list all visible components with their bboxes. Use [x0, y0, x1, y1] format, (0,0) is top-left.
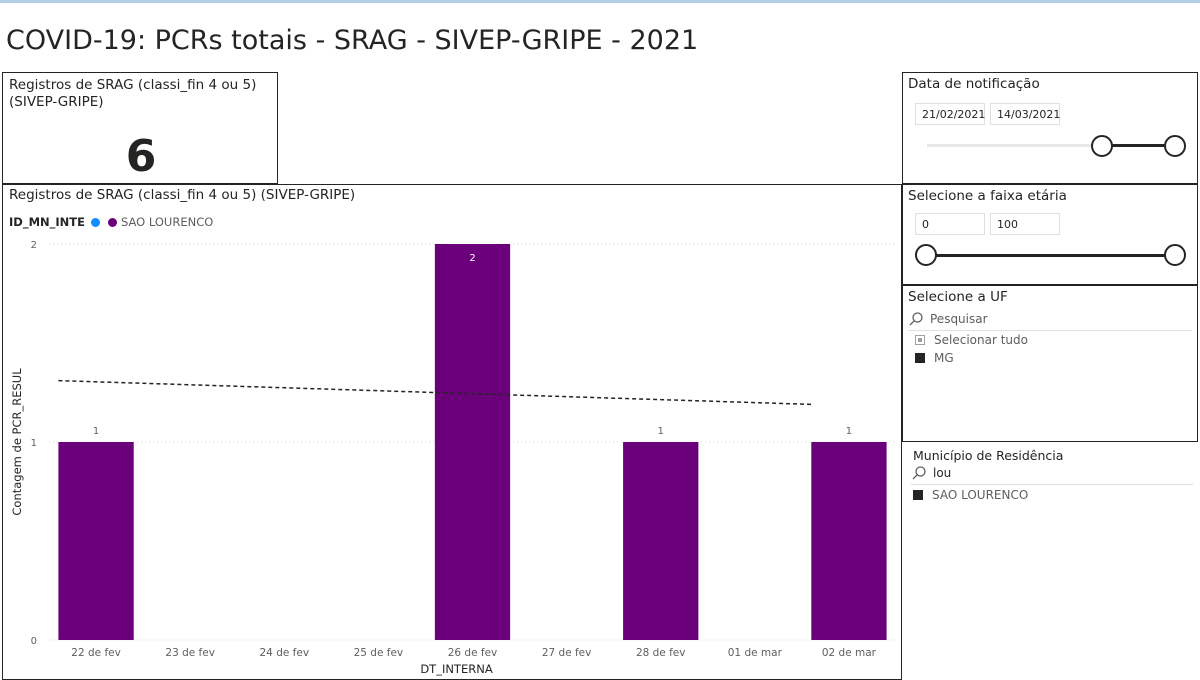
x-tick-label: 22 de fev: [71, 647, 121, 659]
date-range-track[interactable]: [927, 144, 1175, 147]
legend-label: SAO LOURENCO: [121, 215, 214, 229]
data-label: 1: [658, 426, 664, 437]
uf-search-input[interactable]: Pesquisar: [908, 311, 1192, 331]
municipio-slicer-title: Município de Residência: [913, 448, 1064, 463]
bar: [58, 442, 134, 640]
bar: [623, 442, 699, 640]
legend-item-sao-lourenco[interactable]: SAO LOURENCO: [108, 215, 213, 229]
bar-chart-panel[interactable]: Registros de SRAG (classi_fin 4 ou 5) (S…: [2, 184, 902, 680]
chart-plot: 0 1 2 Contagem de PCR_RESUL 1 2 1 1 22 de fev 23 …: [10, 240, 896, 676]
uf-mg-checkbox[interactable]: [915, 353, 925, 363]
x-tick-label: 02 de mar: [822, 647, 877, 659]
date-range-fill: [1101, 144, 1175, 147]
age-max-handle[interactable]: [1164, 244, 1186, 266]
bar: [434, 244, 511, 640]
select-all-label: Selecionar tudo: [934, 333, 1028, 347]
data-label: 1: [93, 426, 99, 437]
x-tick-label: 25 de fev: [354, 647, 404, 659]
data-label: 2: [469, 253, 475, 264]
start-date-input[interactable]: 21/02/2021: [915, 103, 985, 125]
age-slicer: Selecione a faixa etária 0 100: [902, 184, 1198, 285]
date-start-handle[interactable]: [1091, 135, 1113, 157]
uf-item-label: MG: [934, 351, 954, 365]
uf-item-mg[interactable]: MG: [915, 351, 954, 365]
age-slicer-title: Selecione a faixa etária: [908, 188, 1067, 204]
data-label: 1: [846, 426, 852, 437]
date-slicer-title: Data de notificação: [908, 76, 1040, 92]
y-tick-label: 2: [31, 240, 37, 251]
select-all-checkbox[interactable]: [915, 335, 925, 345]
chart-title: Registros de SRAG (classi_fin 4 ou 5) (S…: [9, 187, 356, 203]
x-axis-label: DT_INTERNA: [420, 662, 493, 676]
y-axis-label: Contagem de PCR_RESUL: [10, 368, 24, 516]
uf-search-placeholder: Pesquisar: [930, 312, 988, 326]
uf-slicer-title: Selecione a UF: [908, 289, 1008, 305]
legend-title: ID_MN_INTE: [9, 215, 85, 229]
municipio-item-label: SAO LOURENCO: [932, 488, 1029, 502]
chart-legend: ID_MN_INTE SAO LOURENCO: [9, 215, 217, 229]
municipio-search-input[interactable]: lou: [911, 465, 1193, 485]
y-tick-label: 1: [31, 438, 37, 449]
municipio-item-sao-lourenco[interactable]: SAO LOURENCO: [913, 488, 1028, 502]
x-tick-label: 23 de fev: [165, 647, 215, 659]
search-icon: [909, 312, 923, 326]
x-tick-label: 26 de fev: [448, 647, 498, 659]
search-icon: [912, 466, 926, 480]
legend-item-blank[interactable]: [91, 217, 104, 227]
page-title: COVID-19: PCRs totais - SRAG - SIVEP-GRI…: [6, 25, 699, 56]
x-tick-label: 24 de fev: [260, 647, 310, 659]
age-min-input[interactable]: 0: [915, 213, 985, 235]
municipio-checkbox[interactable]: [913, 490, 923, 500]
select-all-item[interactable]: Selecionar tudo: [915, 333, 1028, 347]
kpi-value: 6: [125, 131, 157, 182]
municipio-search-value: lou: [933, 466, 952, 480]
age-max-input[interactable]: 100: [990, 213, 1060, 235]
date-end-handle[interactable]: [1164, 135, 1186, 157]
legend-dot-icon: [108, 217, 117, 227]
kpi-title: Registros de SRAG (classi_fin 4 ou 5) (S…: [9, 77, 257, 110]
uf-slicer: Selecione a UF Pesquisar Selecionar tudo…: [902, 285, 1198, 442]
legend-dot-icon: [91, 217, 100, 227]
kpi-card: Registros de SRAG (classi_fin 4 ou 5) (S…: [2, 72, 278, 184]
x-tick-label: 27 de fev: [542, 647, 592, 659]
end-date-input[interactable]: 14/03/2021: [990, 103, 1060, 125]
x-tick-label: 01 de mar: [728, 647, 783, 659]
municipio-slicer: Município de Residência lou SAO LOURENCO: [904, 443, 1196, 533]
age-min-handle[interactable]: [915, 244, 937, 266]
trend-line: [58, 379, 812, 406]
bar: [811, 442, 887, 640]
y-tick-label: 0: [31, 636, 37, 647]
x-tick-label: 28 de fev: [636, 647, 686, 659]
age-range-fill[interactable]: [927, 254, 1175, 257]
date-slicer: Data de notificação 21/02/2021 14/03/202…: [902, 72, 1198, 184]
